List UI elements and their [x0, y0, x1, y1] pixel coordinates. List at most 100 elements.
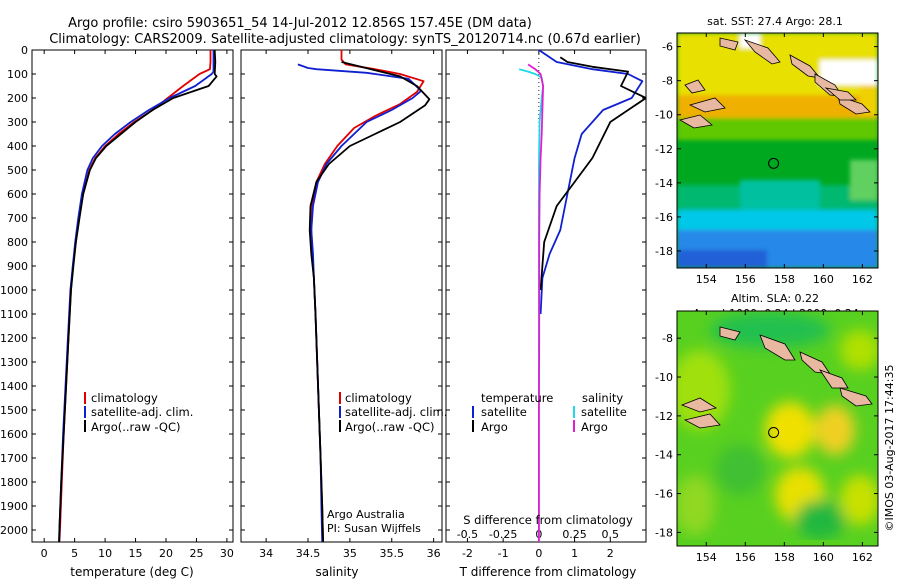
x-tick-label: -1 [498, 547, 509, 560]
depth-tick-label: 800 [7, 236, 28, 249]
map-y-tick-label: -12 [655, 143, 673, 156]
title-line1: Argo profile: csiro 5903651_54 14-Jul-20… [68, 16, 532, 31]
map-y-tick-label: -8 [662, 332, 673, 345]
sst-map-title: sat. SST: 27.4 Argo: 28.1 [707, 15, 843, 28]
sla-map: Altim. SLA: 0.22 Argo h1000: 0.24 h2000:… [655, 292, 879, 564]
depth-tick-label: 900 [7, 260, 28, 273]
difference-lines [518, 50, 646, 542]
sla-map-ticks: 154 156 158 160 162 -8 -10 -12 -14 -16 -18 [655, 311, 878, 564]
top-tick-label: -0.5 [457, 528, 478, 541]
x-tick-label: 0 [41, 547, 48, 560]
depth-tick-label: 1600 [0, 428, 28, 441]
difference-top-axis-label: S difference from climatology [463, 513, 633, 527]
depth-tick-label: 1300 [0, 356, 28, 369]
difference-xlabel: T difference from climatology [459, 565, 637, 579]
map-y-tick-label: -12 [655, 410, 673, 423]
annotation-line2: PI: Susan Wijffels [327, 522, 421, 535]
sst-land [678, 37, 871, 129]
depth-tick-label: 2000 [0, 524, 28, 537]
depth-tick-label: 1700 [0, 452, 28, 465]
map-y-tick-label: -6 [662, 41, 673, 54]
map-y-tick-label: -10 [655, 109, 673, 122]
legend-satellite: satellite-adj. clim. [91, 405, 193, 419]
depth-ticks: 0 100 200 300 400 500 600 700 800 900 1000 1100 1200… [0, 44, 233, 537]
map-x-tick-label: 156 [735, 273, 756, 286]
sst-map: sat. SST: 27.4 Argo: 28.1 [655, 15, 879, 286]
title-line2: Climatology: CARS2009. Satellite-adjuste… [49, 32, 641, 47]
legend-climatology: climatology [91, 391, 158, 405]
salinity-legend: climatology satellite-adj. clim. Argo(..… [339, 391, 447, 434]
x-tick-label: 25 [189, 547, 203, 560]
sst-argo-marker [768, 157, 780, 169]
difference-panel: -2 -1 0 1 2 -0.5 -0.25 0 0.25 0.5 T difference f… [445, 49, 647, 579]
depth-tick-label: 1100 [0, 308, 28, 321]
x-tick-label: 10 [98, 547, 112, 560]
temperature-xlabel: temperature (deg C) [70, 565, 193, 579]
map-y-tick-label: -10 [655, 371, 673, 384]
salinity-panel: 34 34.5 35 35.5 36 salinity climatology sate… [240, 49, 447, 579]
depth-tick-label: 300 [7, 116, 28, 129]
map-x-tick-label: 160 [813, 551, 834, 564]
map-y-tick-label: -14 [655, 177, 673, 190]
series-line-salinity-argo [527, 63, 544, 542]
depth-tick-label: 1200 [0, 332, 28, 345]
map-y-tick-label: -18 [655, 526, 673, 539]
temperature-legend: climatology satellite-adj. clim. Argo(..… [84, 391, 193, 434]
legend-temp-satellite: satellite [481, 405, 527, 419]
series-line-temperature-argo [539, 56, 646, 291]
top-tick-label: -0.25 [489, 528, 517, 541]
x-tick-label: 36 [427, 547, 441, 560]
depth-tick-label: 700 [7, 212, 28, 225]
difference-legend: temperature satellite Argo salinity sate… [472, 391, 627, 434]
x-tick-label: 2 [607, 547, 614, 560]
x-tick-label: 20 [159, 547, 173, 560]
credit-stamp: ©IMOS 03-Aug-2017 17:44:35 [883, 365, 896, 532]
sla-land [680, 326, 873, 429]
x-tick-label: 35.5 [380, 547, 405, 560]
map-x-tick-label: 162 [852, 551, 873, 564]
temperature-panel: 0100200300400500600700800900100011001200… [0, 44, 234, 579]
map-x-tick-label: 158 [774, 273, 795, 286]
legend-argo: Argo(..raw -QC) [91, 420, 181, 434]
depth-tick-label: 0 [21, 44, 28, 57]
x-tick-label: 1 [571, 547, 578, 560]
map-x-tick-label: 160 [813, 273, 834, 286]
difference-top-ticks: -0.5 -0.25 0 0.25 0.5 [457, 528, 619, 541]
legend-argo: Argo(..raw -QC) [345, 420, 435, 434]
map-x-tick-label: 162 [852, 273, 873, 286]
depth-tick-label: 100 [7, 68, 28, 81]
depth-tick-label: 400 [7, 140, 28, 153]
top-tick-label: 0.25 [562, 528, 587, 541]
legend-salinity-title: salinity [582, 391, 623, 405]
depth-tick-label: 200 [7, 92, 28, 105]
x-tick-label: 35 [343, 547, 357, 560]
depth-tick-label: 1500 [0, 404, 28, 417]
legend-temp-argo: Argo [481, 420, 508, 434]
sst-map-field [677, 33, 878, 268]
x-tick-label: -2 [462, 547, 473, 560]
map-y-tick-label: -16 [655, 488, 673, 501]
sla-map-title: Altim. SLA: 0.22 [731, 292, 819, 305]
top-tick-label: 0.5 [602, 528, 620, 541]
legend-sal-satellite: satellite [581, 405, 627, 419]
x-tick-label: 15 [129, 547, 143, 560]
series-line-argo-raw-qc- [58, 50, 218, 542]
sst-map-frame [676, 32, 879, 269]
x-tick-label: 34.5 [296, 547, 321, 560]
temperature-axes-frame [31, 49, 234, 543]
map-x-tick-label: 156 [735, 551, 756, 564]
legend-temperature-title: temperature [481, 391, 553, 405]
map-y-tick-label: -14 [655, 449, 673, 462]
salinity-xlabel: salinity [315, 565, 358, 579]
x-tick-label: 30 [220, 547, 234, 560]
temperature-x-ticks: 0 5 10 15 20 25 30 [41, 50, 234, 560]
x-tick-label: 0 [535, 547, 542, 560]
map-y-tick-label: -16 [655, 211, 673, 224]
map-y-tick-label: -18 [655, 245, 673, 258]
difference-y-ticks [446, 49, 646, 531]
annotation-line1: Argo Australia [327, 508, 405, 521]
salinity-y-ticks [241, 49, 442, 531]
series-line-temperature-satellite [538, 50, 644, 315]
x-tick-label: 5 [71, 547, 78, 560]
map-y-tick-label: -8 [662, 75, 673, 88]
